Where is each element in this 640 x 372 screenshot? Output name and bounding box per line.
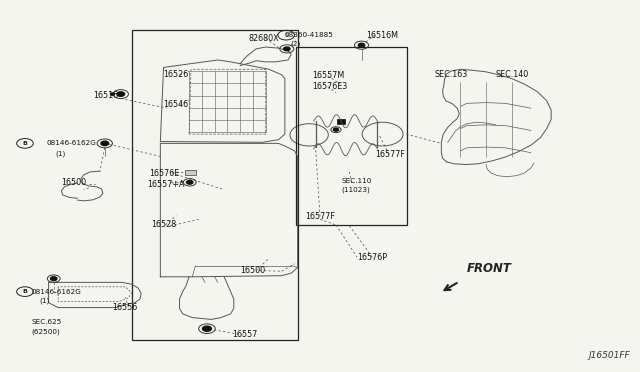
Text: 16556: 16556: [113, 303, 138, 312]
Text: 16557: 16557: [232, 330, 257, 340]
Text: (11023): (11023): [341, 186, 370, 193]
Text: FRONT: FRONT: [467, 262, 512, 275]
Text: 16577F: 16577F: [305, 212, 335, 221]
Text: 82680X: 82680X: [248, 34, 279, 43]
Text: 16576E3: 16576E3: [312, 82, 347, 91]
Bar: [337, 119, 345, 124]
Text: 16576P: 16576P: [357, 253, 387, 262]
Text: J16501FF: J16501FF: [588, 351, 630, 360]
Text: 16516M: 16516M: [366, 31, 398, 40]
Bar: [132, 31, 298, 340]
Text: B: B: [22, 289, 28, 294]
Text: 16557M: 16557M: [312, 71, 344, 80]
Circle shape: [111, 93, 115, 95]
Text: SEC.140: SEC.140: [495, 70, 529, 79]
Bar: [184, 170, 196, 175]
Text: (2): (2): [290, 41, 300, 47]
Circle shape: [202, 326, 211, 331]
Text: 16546: 16546: [164, 100, 189, 109]
Text: SEC.110: SEC.110: [341, 178, 371, 184]
Text: SEC.625: SEC.625: [31, 319, 61, 325]
Text: 16516: 16516: [93, 91, 118, 100]
Text: 16577F: 16577F: [375, 150, 404, 159]
Text: 16576E: 16576E: [150, 169, 180, 177]
Circle shape: [333, 128, 339, 131]
Text: (62500): (62500): [31, 328, 60, 334]
Text: 08146-6162G: 08146-6162G: [47, 140, 97, 146]
Circle shape: [101, 141, 109, 145]
Text: 16528: 16528: [151, 221, 176, 230]
Text: (1): (1): [55, 150, 65, 157]
Text: 08360-41885: 08360-41885: [285, 32, 333, 38]
Text: SEC.163: SEC.163: [435, 70, 468, 79]
Circle shape: [51, 277, 57, 280]
Text: 16500: 16500: [61, 178, 86, 187]
Text: 16500: 16500: [240, 266, 266, 275]
Bar: [296, 47, 408, 225]
Text: 16557+A: 16557+A: [148, 180, 185, 189]
Circle shape: [186, 180, 193, 184]
Text: 16526: 16526: [164, 70, 189, 79]
Circle shape: [117, 92, 125, 96]
Circle shape: [358, 43, 365, 47]
Text: S: S: [284, 33, 288, 38]
Text: (1): (1): [39, 298, 49, 304]
Circle shape: [284, 47, 290, 51]
Text: 08146-6162G: 08146-6162G: [31, 289, 81, 295]
Text: B: B: [22, 141, 28, 146]
